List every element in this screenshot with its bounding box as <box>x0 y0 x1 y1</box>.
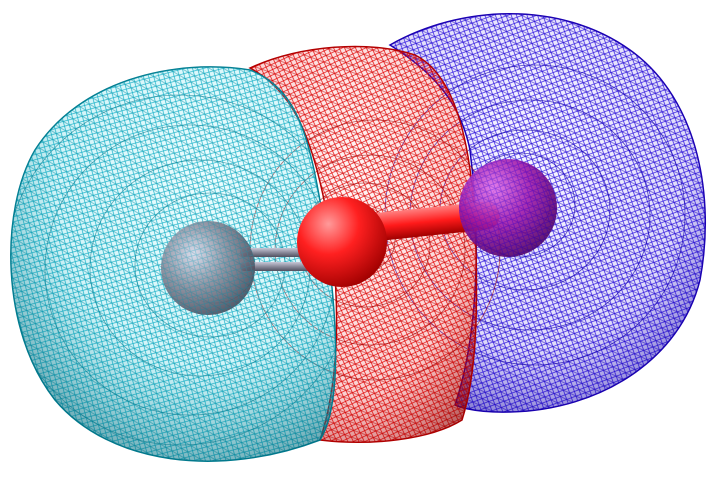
center-atom <box>297 197 387 287</box>
